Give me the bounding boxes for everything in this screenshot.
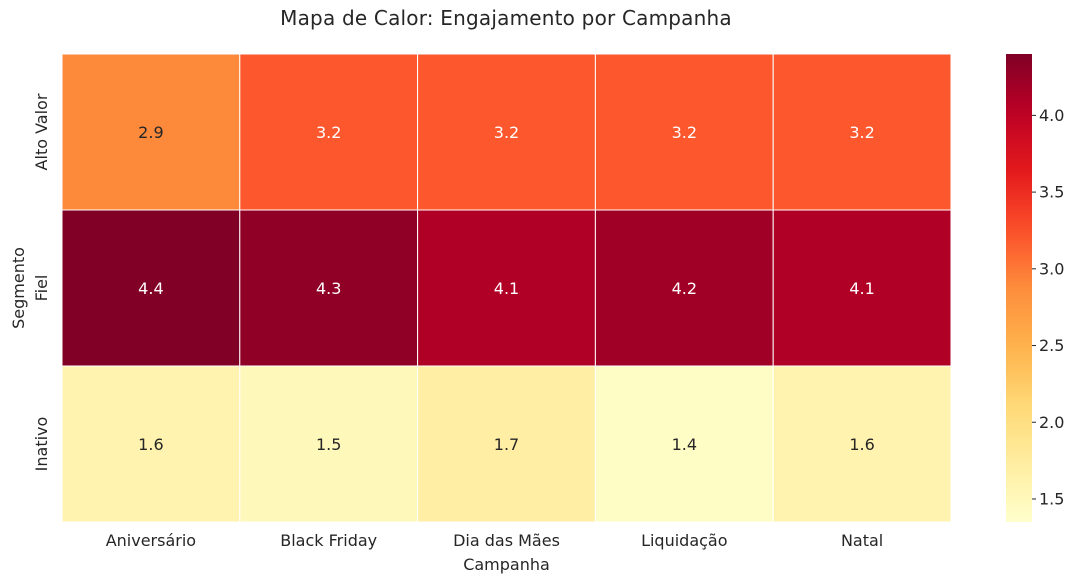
colorbar-tick-label: 3.0 — [1039, 259, 1064, 278]
x-axis-title: Campanha — [463, 555, 550, 574]
heatmap-cell — [239, 365, 419, 523]
colorbar-tick-label: 2.0 — [1039, 413, 1064, 432]
colorbar-tick-label: 2.5 — [1039, 336, 1064, 355]
cell-value-label: 1.7 — [494, 435, 519, 454]
heatmap-cell — [417, 53, 596, 211]
cell-value-label: 4.1 — [494, 279, 519, 298]
heatmap-cell — [772, 209, 952, 367]
heatmap-cell — [239, 209, 419, 367]
y-axis-title: Segmento — [9, 247, 28, 329]
cell-value-label: 3.2 — [849, 123, 874, 142]
y-tick-label: Fiel — [32, 275, 51, 302]
cell-value-label: 1.6 — [849, 435, 874, 454]
colorbar-tick-label: 1.5 — [1039, 489, 1064, 508]
cell-value-label: 2.9 — [138, 123, 163, 142]
heatmap-cell — [61, 53, 241, 211]
y-tick-label: Alto Valor — [32, 93, 51, 170]
cell-value-label: 3.2 — [316, 123, 341, 142]
heatmap-cell — [417, 365, 596, 523]
heatmap-cell — [61, 365, 241, 523]
cell-value-label: 3.2 — [494, 123, 519, 142]
colorbar-tick-label: 4.0 — [1039, 106, 1064, 125]
cell-value-label: 1.5 — [316, 435, 341, 454]
cell-value-label: 3.2 — [672, 123, 697, 142]
cell-value-label: 4.4 — [138, 279, 163, 298]
cell-value-label: 4.2 — [672, 279, 697, 298]
heatmap-cells: 2.9 3.2 3.2 3.2 3.2 4.4 4.3 4.1 4.2 4.1 1.6 1.5 1.7 1… — [61, 53, 952, 523]
cell-value-label: 4.1 — [849, 279, 874, 298]
y-tick-labels: Alto Valor Fiel Inativo — [32, 93, 51, 471]
colorbar-tick-label: 3.5 — [1039, 183, 1064, 202]
colorbar: 1.5 2.0 2.5 3.0 3.5 4.0 — [1006, 54, 1064, 522]
y-tick-label: Inativo — [32, 417, 51, 472]
heatmap-cell — [239, 53, 419, 211]
x-tick-label: Liquidação — [641, 531, 727, 550]
colorbar-gradient — [1006, 54, 1032, 522]
heatmap-cell — [594, 209, 774, 367]
x-tick-label: Dia das Mães — [453, 531, 560, 550]
chart-title: Mapa de Calor: Engajamento por Campanha — [280, 6, 732, 30]
x-tick-label: Aniversário — [106, 531, 196, 550]
heatmap-cell — [594, 53, 774, 211]
cell-value-label: 1.6 — [138, 435, 163, 454]
x-tick-label: Black Friday — [280, 531, 377, 550]
colorbar-ticks: 1.5 2.0 2.5 3.0 3.5 4.0 — [1032, 106, 1064, 508]
x-tick-labels: Aniversário Black Friday Dia das Mães Liqui… — [106, 531, 884, 550]
cell-value-label: 1.4 — [672, 435, 697, 454]
x-tick-label: Natal — [841, 531, 883, 550]
heatmap-cell — [772, 365, 952, 523]
cell-value-label: 4.3 — [316, 279, 341, 298]
heatmap-cell — [61, 209, 241, 367]
heatmap-cell — [594, 365, 774, 523]
heatmap-cell — [417, 209, 596, 367]
